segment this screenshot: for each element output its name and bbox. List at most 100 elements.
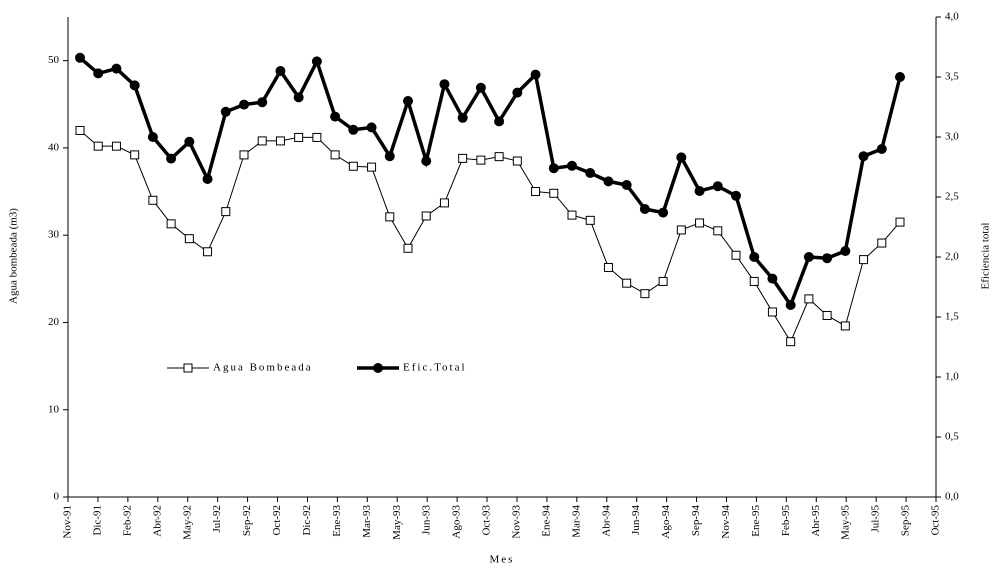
point — [129, 80, 140, 91]
y2-tick-label: 0,0 — [945, 491, 959, 503]
y2-axis-title: Eficiencia total — [980, 223, 992, 290]
point — [549, 188, 559, 198]
point — [75, 52, 85, 63]
y-axis-title: Agua bombeada (m3) — [8, 208, 20, 304]
point — [366, 122, 377, 133]
point — [713, 226, 723, 236]
point — [512, 156, 522, 166]
x-tick-label: Jun-94 — [630, 505, 642, 535]
x-tick-label: Jun-93 — [421, 505, 433, 535]
x-axis-title: Mes — [490, 554, 515, 566]
point — [840, 321, 850, 331]
point — [731, 250, 741, 260]
x-tick-label: Mar-93 — [361, 505, 373, 538]
point — [694, 186, 705, 196]
point — [148, 195, 158, 205]
x-tick-label: Oct-93 — [481, 505, 493, 536]
point — [640, 289, 650, 299]
point — [220, 106, 231, 117]
point — [785, 300, 796, 310]
point — [676, 225, 686, 235]
x-tick-label: Jul-95 — [870, 505, 882, 533]
point — [603, 262, 613, 272]
point — [658, 207, 669, 218]
point — [330, 111, 341, 122]
x-tick-label: Abr-95 — [810, 505, 822, 537]
point — [767, 307, 777, 317]
point — [166, 153, 177, 164]
point — [803, 252, 814, 262]
point — [367, 162, 377, 172]
point — [421, 156, 432, 166]
point — [567, 160, 577, 171]
point — [93, 68, 104, 79]
point — [312, 132, 322, 142]
x-tick-label: May-92 — [181, 505, 193, 540]
point — [876, 144, 887, 154]
point — [476, 155, 486, 165]
point — [658, 276, 668, 286]
y2-tick-label: 2,0 — [945, 251, 959, 263]
x-tick-label: Ene-93 — [331, 505, 343, 537]
point — [439, 79, 450, 90]
point — [439, 198, 449, 208]
point — [130, 150, 140, 160]
point — [695, 218, 705, 228]
series-line — [79, 130, 901, 343]
x-tick-label: Feb-95 — [780, 505, 792, 537]
x-tick-label: Dic-92 — [301, 505, 313, 536]
point — [895, 217, 905, 227]
point — [202, 174, 213, 184]
point — [75, 125, 85, 135]
y-tick-label: 0 — [54, 491, 60, 503]
point — [676, 152, 687, 163]
point — [147, 132, 158, 142]
point — [111, 141, 121, 151]
point — [822, 253, 833, 264]
point — [294, 132, 304, 142]
y2-tick-label: 3,0 — [945, 131, 959, 143]
x-tick-label: Ene-95 — [750, 505, 762, 537]
point — [639, 204, 650, 214]
point — [767, 273, 778, 284]
point — [731, 190, 741, 201]
x-tick-label: Sep-94 — [690, 505, 702, 537]
point — [858, 151, 869, 162]
point — [585, 215, 595, 225]
point — [475, 82, 486, 93]
point — [603, 176, 614, 187]
x-tick-label: Sep-92 — [241, 505, 253, 536]
point — [457, 112, 468, 123]
point — [859, 255, 869, 265]
y2-tick-label: 0,5 — [945, 431, 959, 443]
point — [384, 151, 395, 162]
point — [458, 153, 468, 163]
y-tick-label: 20 — [48, 316, 60, 328]
point — [403, 96, 413, 106]
point — [512, 87, 523, 98]
point — [786, 337, 796, 347]
x-tick-label: May-95 — [840, 505, 852, 540]
x-tick-label: Oct-92 — [271, 505, 283, 536]
point — [93, 141, 103, 151]
point — [877, 238, 887, 248]
point — [804, 294, 814, 304]
point — [166, 219, 176, 229]
point — [494, 152, 504, 162]
point — [275, 136, 285, 146]
point — [494, 116, 505, 127]
y-tick-label: 30 — [48, 229, 60, 241]
point — [111, 63, 122, 74]
point — [311, 56, 322, 67]
point — [585, 168, 596, 178]
y2-tick-label: 4,0 — [945, 11, 959, 23]
x-tick-label: Oct-95 — [930, 505, 942, 536]
series-line — [78, 56, 902, 309]
point — [184, 234, 194, 244]
x-tick-label: Abr-92 — [151, 505, 163, 537]
point — [421, 211, 431, 221]
x-tick-label: Abr-94 — [600, 505, 612, 537]
point — [221, 207, 231, 217]
x-tick-label: Jul-92 — [211, 505, 223, 533]
